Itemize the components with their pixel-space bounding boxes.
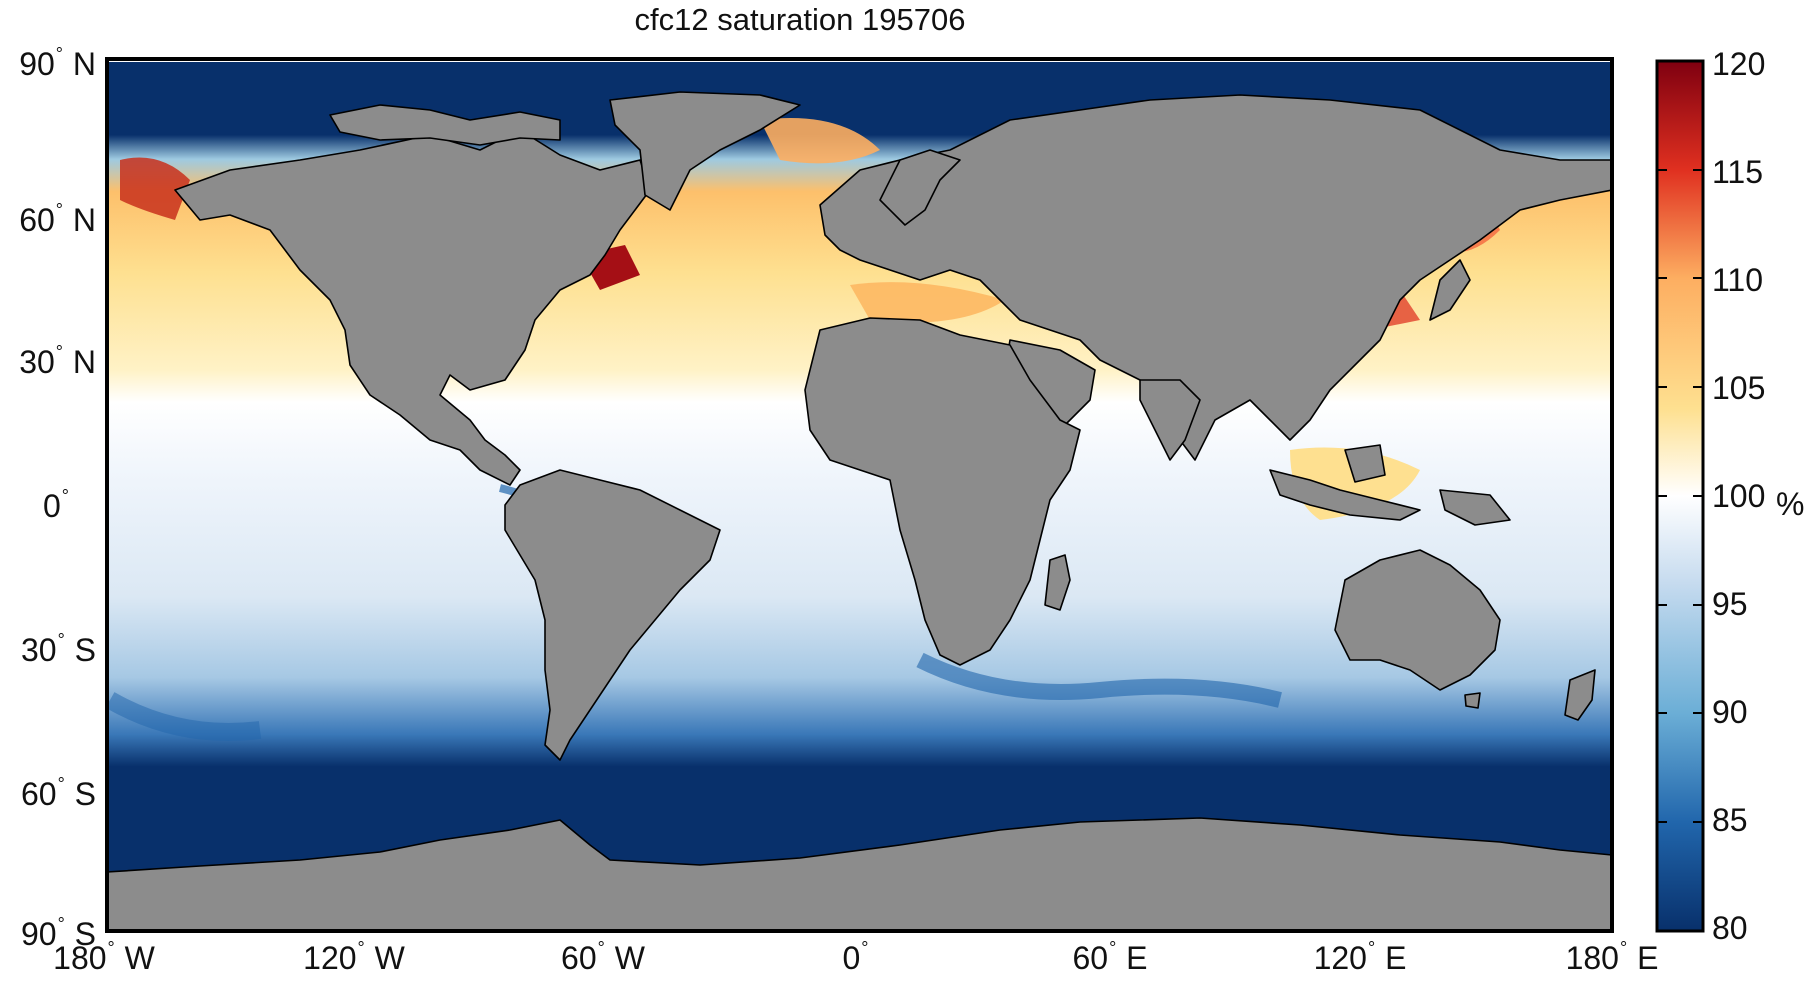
y-tick-label: 90° S [20,914,96,952]
eurasia [819,94,1612,461]
land-masses [107,91,1612,931]
colorbar-tick-label: 120 [1712,46,1766,82]
colorbar-tick-label: 80 [1712,910,1748,946]
x-tick-label: 180° W [53,938,155,976]
x-tick-label: 60° E [1072,938,1148,976]
y-tick-label: 60° N [19,200,96,238]
antarctica [107,817,1612,931]
new-zealand [1564,669,1596,721]
y-tick-label: 30° N [19,342,96,380]
x-tick-label: 120° E [1313,938,1407,976]
map-title: cfc12 saturation 195706 [634,2,966,37]
colorbar-unit-label: % [1776,486,1805,522]
colorbar-tick-label: 90 [1712,694,1748,730]
colorbar-tick-label: 85 [1712,802,1748,838]
norwegian-sea-patch [760,118,880,164]
australia [1334,549,1501,691]
japan [1429,259,1471,321]
y-tick-label: 90° N [19,44,96,82]
borneo [1344,444,1386,483]
southern-cold-band [916,652,1282,708]
bering-sea-patch [120,157,190,220]
tasmania [1464,692,1481,709]
colorbar-tick-label: 105 [1712,370,1766,406]
x-tick-label: 180° E [1565,938,1659,976]
y-tick-label: 30° S [20,630,96,668]
x-tick-label: 120° W [303,938,405,976]
new-guinea [1439,489,1511,526]
madagascar [1044,554,1071,611]
south-america [504,469,721,761]
africa [804,317,1081,666]
x-tick-label: 60° W [561,938,645,976]
y-tick-label: 60° S [20,774,96,812]
greenland [609,91,801,211]
mediterranean-patch [850,282,1005,323]
y-tick-label: 0° [43,486,69,524]
x-tick-label: 0° [842,938,869,976]
southeast-pacific-band [107,692,262,741]
colorbar-tick-label: 110 [1712,262,1764,298]
colorbar-ticks [1657,60,1703,932]
indonesia [1269,469,1421,521]
colorbar-tick-label: 95 [1712,586,1748,622]
colorbar-tick-label: 115 [1712,154,1764,190]
colorbar-tick-label: 100 [1712,478,1766,514]
map-layer [107,62,1612,931]
map-frame [105,57,1614,933]
scandinavia [879,149,961,226]
arctic-islands [329,104,561,146]
india [1139,379,1201,461]
